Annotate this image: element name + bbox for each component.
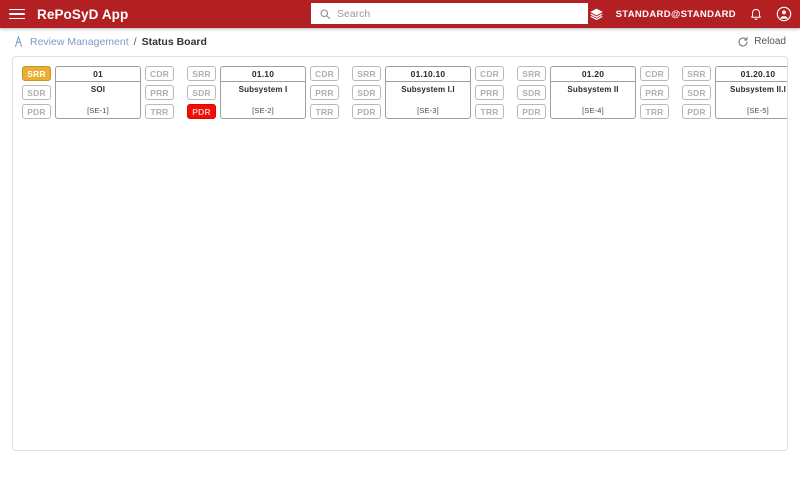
- bell-icon[interactable]: [747, 6, 764, 23]
- status-card-name: Subsystem I.I: [401, 85, 455, 94]
- gate-button-sdr[interactable]: SDR: [682, 85, 711, 100]
- gate-button-srr[interactable]: SRR: [22, 66, 51, 81]
- status-card-body: Subsystem I [SE-2]: [221, 82, 305, 118]
- app-header-actions: STANDARD@STANDARD: [560, 0, 792, 28]
- left-gate-stack: SRR SDR PDR: [352, 66, 381, 119]
- status-card-body: Subsystem II.I [SE-5]: [716, 82, 787, 118]
- gate-button-sdr[interactable]: SDR: [22, 85, 51, 100]
- right-gate-stack: CDR PRR TRR: [145, 66, 174, 119]
- status-board-panel: SRR SDR PDR 01 SOI [SE-1] CDR PRR TRR SRR SDR PDR 01…: [12, 56, 788, 451]
- status-card-tag: [SE-5]: [747, 106, 769, 115]
- gate-button-pdr[interactable]: PDR: [187, 104, 216, 119]
- app-header: RePoSyD App STANDARD@STANDARD: [0, 0, 800, 28]
- left-gate-stack: SRR SDR PDR: [22, 66, 51, 119]
- status-card-panel[interactable]: 01.20.10 Subsystem II.I [SE-5]: [715, 66, 787, 119]
- gate-button-cdr[interactable]: CDR: [475, 66, 504, 81]
- right-gate-stack: CDR PRR TRR: [475, 66, 504, 119]
- gate-button-cdr[interactable]: CDR: [310, 66, 339, 81]
- gate-button-pdr[interactable]: PDR: [682, 104, 711, 119]
- gate-button-trr[interactable]: TRR: [310, 104, 339, 119]
- gate-button-sdr[interactable]: SDR: [187, 85, 216, 100]
- account-circle-icon[interactable]: [775, 6, 792, 23]
- status-card-row: SRR SDR PDR 01 SOI [SE-1] CDR PRR TRR SRR SDR PDR 01…: [22, 66, 787, 119]
- status-card-tag: [SE-1]: [87, 106, 109, 115]
- gate-button-trr[interactable]: TRR: [145, 104, 174, 119]
- left-gate-stack: SRR SDR PDR: [187, 66, 216, 119]
- layers-icon[interactable]: [588, 6, 605, 23]
- status-card-name: Subsystem II.I: [730, 85, 786, 94]
- status-card: SRR SDR PDR 01.10 Subsystem I [SE-2] CDR PRR TRR: [187, 66, 339, 119]
- breadcrumb-current-status-board: Status Board: [141, 35, 207, 48]
- right-gate-stack: CDR PRR TRR: [640, 66, 669, 119]
- status-card-body: SOI [SE-1]: [56, 82, 140, 118]
- gate-button-pdr[interactable]: PDR: [517, 104, 546, 119]
- search-input[interactable]: [337, 7, 580, 20]
- review-icon: [12, 35, 25, 48]
- status-card-tag: [SE-4]: [582, 106, 604, 115]
- status-card-panel[interactable]: 01.20 Subsystem II [SE-4]: [550, 66, 636, 119]
- status-card-tag: [SE-3]: [417, 106, 439, 115]
- gate-button-prr[interactable]: PRR: [640, 85, 669, 100]
- plus-circle-icon[interactable]: [560, 6, 577, 23]
- status-card-panel[interactable]: 01 SOI [SE-1]: [55, 66, 141, 119]
- hamburger-icon[interactable]: [9, 7, 25, 21]
- status-card-code: 01.20.10: [716, 67, 787, 82]
- status-card-code: 01.10.10: [386, 67, 470, 82]
- refresh-icon: [737, 36, 749, 48]
- search-icon: [319, 8, 331, 20]
- status-card-name: Subsystem I: [238, 85, 288, 94]
- gate-button-cdr[interactable]: CDR: [640, 66, 669, 81]
- reload-button[interactable]: Reload: [737, 36, 786, 48]
- gate-button-sdr[interactable]: SDR: [517, 85, 546, 100]
- gate-button-pdr[interactable]: PDR: [352, 104, 381, 119]
- gate-button-srr[interactable]: SRR: [187, 66, 216, 81]
- status-card-code: 01.10: [221, 67, 305, 82]
- gate-button-pdr[interactable]: PDR: [22, 104, 51, 119]
- left-gate-stack: SRR SDR PDR: [682, 66, 711, 119]
- left-gate-stack: SRR SDR PDR: [517, 66, 546, 119]
- user-account-label[interactable]: STANDARD@STANDARD: [615, 8, 736, 20]
- gate-button-srr[interactable]: SRR: [517, 66, 546, 81]
- search-box[interactable]: [311, 3, 588, 24]
- gate-button-trr[interactable]: TRR: [640, 104, 669, 119]
- status-card-code: 01.20: [551, 67, 635, 82]
- status-card-tag: [SE-2]: [252, 106, 274, 115]
- gate-button-prr[interactable]: PRR: [145, 85, 174, 100]
- gate-button-trr[interactable]: TRR: [475, 104, 504, 119]
- breadcrumb: Review Management / Status Board: [12, 35, 207, 48]
- breadcrumb-link-review-management[interactable]: Review Management: [30, 35, 129, 48]
- gate-button-prr[interactable]: PRR: [475, 85, 504, 100]
- breadcrumb-bar: Review Management / Status Board Reload: [0, 28, 800, 55]
- status-card: SRR SDR PDR 01.20 Subsystem II [SE-4] CDR PRR TR…: [517, 66, 669, 119]
- status-card-panel[interactable]: 01.10.10 Subsystem I.I [SE-3]: [385, 66, 471, 119]
- gate-button-srr[interactable]: SRR: [352, 66, 381, 81]
- status-card-name: Subsystem II: [567, 85, 619, 94]
- status-card-code: 01: [56, 67, 140, 82]
- right-gate-stack: CDR PRR TRR: [310, 66, 339, 119]
- status-card-panel[interactable]: 01.10 Subsystem I [SE-2]: [220, 66, 306, 119]
- status-card-body: Subsystem II [SE-4]: [551, 82, 635, 118]
- status-card-body: Subsystem I.I [SE-3]: [386, 82, 470, 118]
- gate-button-srr[interactable]: SRR: [682, 66, 711, 81]
- reload-label: Reload: [754, 36, 786, 47]
- gate-button-prr[interactable]: PRR: [310, 85, 339, 100]
- gate-button-cdr[interactable]: CDR: [145, 66, 174, 81]
- status-card-name: SOI: [90, 85, 106, 94]
- app-title: RePoSyD App: [37, 6, 129, 22]
- status-card: SRR SDR PDR 01 SOI [SE-1] CDR PRR TRR: [22, 66, 174, 119]
- gate-button-sdr[interactable]: SDR: [352, 85, 381, 100]
- status-card: SRR SDR PDR 01.10.10 Subsystem I.I [SE-3] CDR P…: [352, 66, 504, 119]
- breadcrumb-separator: /: [133, 35, 137, 48]
